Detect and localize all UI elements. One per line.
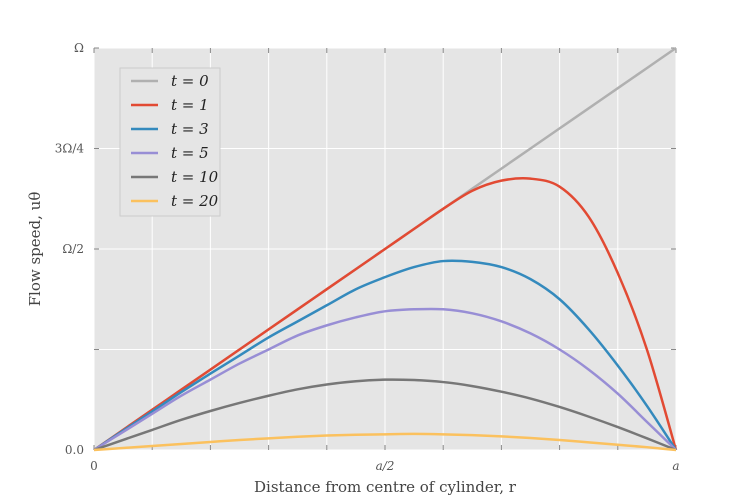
legend-label: t = 20 [171, 192, 219, 210]
y-tick-label: Ω [74, 41, 84, 55]
y-axis-label: Flow speed, uθ [26, 192, 44, 307]
axis-ticks: 0 a/2 a 0.0 Ω/2 3Ω/4 Ω [55, 41, 680, 473]
x-axis-label: Distance from centre of cylinder, r [254, 478, 517, 496]
legend: t = 0 t = 1 t = 3 t = 5 t = 10 t = 20 [119, 67, 221, 217]
legend-label: t = 3 [171, 120, 209, 138]
x-tick-label: a/2 [376, 459, 395, 473]
x-tick-label: 0 [90, 459, 98, 473]
series-line-t-3 [93, 259, 678, 452]
series-line-t-20 [93, 432, 677, 452]
series-lines [93, 46, 678, 452]
legend-box [119, 67, 221, 217]
series-line-t-10 [93, 378, 677, 452]
y-tick-label: 3Ω/4 [55, 142, 85, 156]
legend-label: t = 5 [171, 144, 209, 162]
y-tick-label: Ω/2 [62, 242, 84, 256]
x-tick-label: a [672, 459, 679, 473]
y-tick-label: 0.0 [65, 443, 84, 457]
legend-label: t = 1 [171, 96, 209, 114]
legend-label: t = 10 [171, 168, 219, 186]
series-line-t-1 [93, 177, 678, 452]
y-axis-label-text: Flow speed, uθ [26, 192, 44, 307]
x-axis-label-text: Distance from centre of cylinder, r [254, 478, 517, 496]
series-line-t-5 [93, 307, 677, 452]
legend-label: t = 0 [171, 72, 209, 90]
